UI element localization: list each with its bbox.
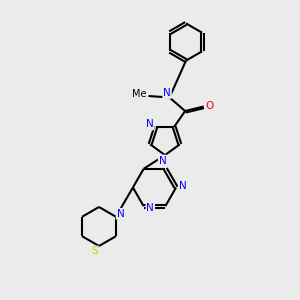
Text: N: N: [163, 88, 171, 98]
Text: N: N: [146, 203, 154, 213]
Text: N: N: [159, 155, 167, 166]
Text: N: N: [146, 119, 154, 130]
Text: O: O: [206, 101, 214, 111]
Text: N: N: [179, 181, 187, 191]
Text: Me: Me: [132, 88, 147, 99]
Text: N: N: [116, 209, 124, 219]
Text: S: S: [91, 246, 98, 256]
